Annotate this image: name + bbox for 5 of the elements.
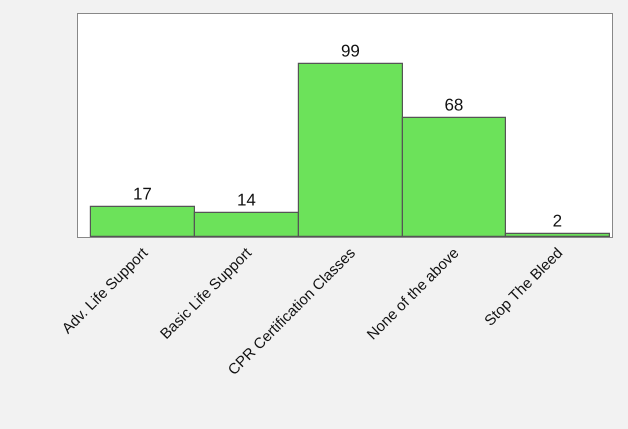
data-label: 68 [444,95,464,114]
data-label: 99 [340,41,360,60]
data-label: 2 [552,211,562,230]
data-label: 14 [236,190,256,210]
data-label: 17 [132,184,152,204]
